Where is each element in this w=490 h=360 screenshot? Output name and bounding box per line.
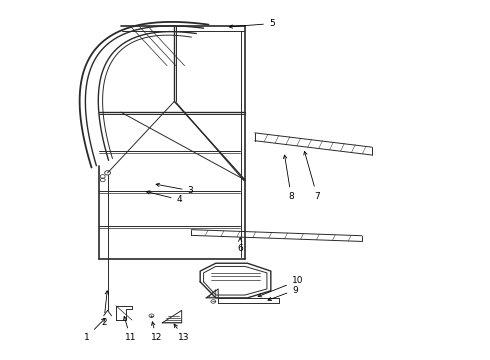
Text: 10: 10	[258, 276, 303, 297]
Text: 7: 7	[304, 152, 320, 201]
Text: 11: 11	[123, 316, 136, 342]
Text: 12: 12	[150, 322, 162, 342]
Text: 6: 6	[237, 238, 243, 253]
Text: 2: 2	[101, 291, 108, 327]
Text: 1: 1	[84, 318, 105, 342]
Text: 5: 5	[229, 19, 275, 28]
Text: 4: 4	[147, 191, 182, 204]
Text: 3: 3	[156, 183, 194, 195]
Text: 8: 8	[283, 155, 294, 201]
Text: 13: 13	[174, 324, 190, 342]
Text: 9: 9	[268, 285, 298, 301]
